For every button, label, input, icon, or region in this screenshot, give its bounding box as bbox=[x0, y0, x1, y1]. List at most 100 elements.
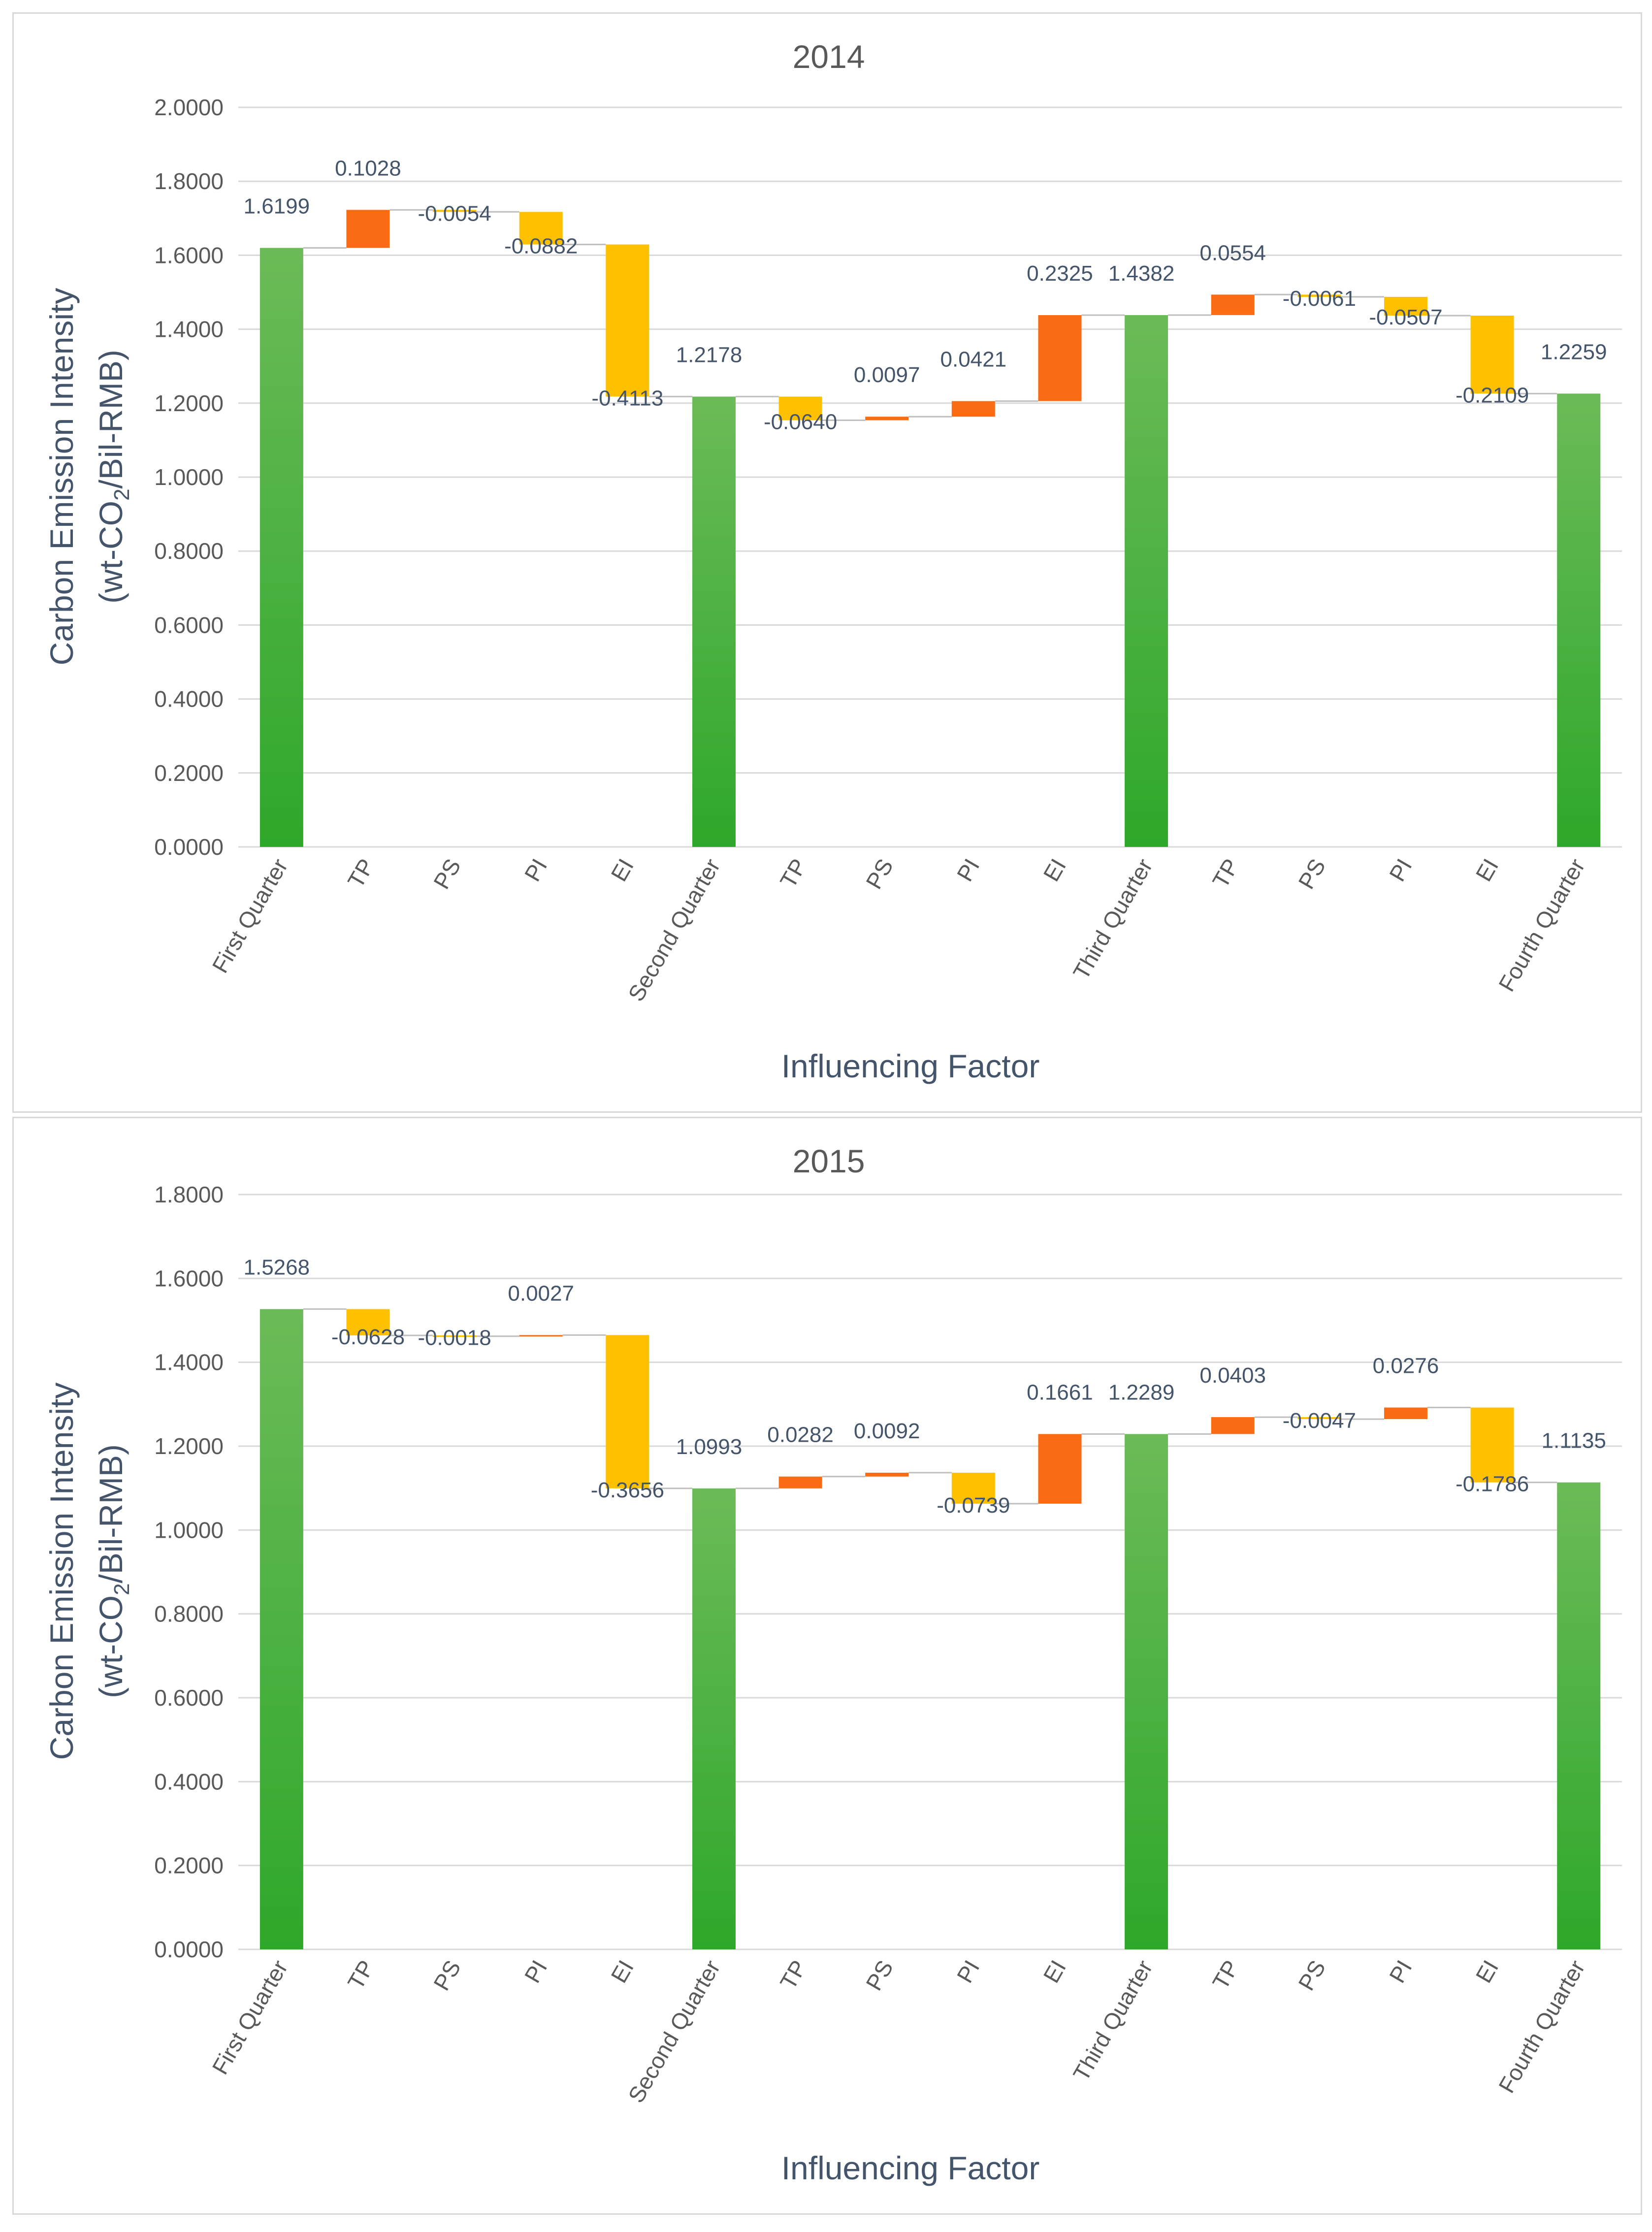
data-label: -0.0739 bbox=[937, 1493, 1010, 1518]
delta-bar-pi-13 bbox=[1384, 296, 1427, 316]
y-tick-label: 0.8000 bbox=[154, 538, 224, 564]
y-axis-title-suffix: /Bil-RMB) bbox=[93, 350, 129, 488]
data-label: 1.2289 bbox=[1108, 1380, 1175, 1404]
delta-bar-ei-14 bbox=[1470, 1407, 1514, 1483]
x-category-label: TP bbox=[775, 1956, 811, 1994]
y-tick-label: 0.6000 bbox=[154, 1685, 224, 1711]
x-axis: First Quarter TP PS PI EI Second Quarter TP PS P… bbox=[207, 1956, 1589, 2107]
delta-bar-pi-3 bbox=[519, 212, 563, 245]
bars: 1.6199 0.1028 -0.0054 -0.0882 -0.4113 1.2178 -… bbox=[244, 156, 1607, 847]
total-bar-first-quarter-0 bbox=[259, 1309, 303, 1949]
delta-bar-ei-4 bbox=[606, 1335, 649, 1488]
x-category-label: TP bbox=[343, 854, 379, 892]
delta-bar-ps-12 bbox=[1297, 1417, 1341, 1420]
data-label: 0.0421 bbox=[940, 348, 1007, 372]
data-label: 1.2259 bbox=[1541, 340, 1607, 364]
y-axis: 0.0000 0.2000 0.4000 0.6000 0.8000 1.0000 1.20… bbox=[154, 95, 1622, 860]
y-tick-label: 1.4000 bbox=[154, 317, 224, 342]
x-category-label: PI bbox=[952, 854, 985, 886]
data-label: 1.6199 bbox=[244, 194, 310, 218]
x-category-label: PS bbox=[861, 1956, 898, 1995]
x-category-label: EI bbox=[1038, 1956, 1071, 1987]
delta-bar-ei-4 bbox=[606, 244, 649, 397]
y-axis-title-line2: (wt-CO2/Bil-RMB) bbox=[93, 1444, 134, 1698]
delta-bar-tp-11 bbox=[1211, 1417, 1255, 1434]
x-category-label: EI bbox=[1470, 854, 1503, 886]
data-label: -0.0640 bbox=[764, 410, 837, 434]
y-axis: 0.0000 0.2000 0.4000 0.6000 0.8000 1.0000 1.20… bbox=[154, 1182, 1622, 1962]
y-tick-label: 2.0000 bbox=[154, 95, 224, 120]
y-axis-title-suffix: /Bil-RMB) bbox=[93, 1444, 129, 1583]
data-label: 1.4382 bbox=[1108, 261, 1175, 286]
bars: 1.5268 -0.0628 -0.0018 0.0027 -0.3656 1.0993 0… bbox=[244, 1256, 1606, 1949]
chart-panel-2015: 2015 0.0000 0.2000 0.4000 0.6000 0.8000 1.0000… bbox=[12, 1117, 1642, 2215]
connectors bbox=[303, 1308, 1557, 1505]
y-tick-label: 1.2000 bbox=[154, 390, 224, 416]
x-category-label: PS bbox=[428, 854, 466, 893]
x-category-label: Third Quarter bbox=[1068, 854, 1158, 984]
y-axis-title-line2: (wt-CO2/Bil-RMB) bbox=[93, 350, 134, 604]
delta-bar-pi-8 bbox=[951, 1472, 995, 1504]
total-bar-third-quarter-10 bbox=[1125, 315, 1168, 847]
y-tick-label: 1.6000 bbox=[154, 1265, 224, 1291]
x-axis-title: Influencing Factor bbox=[781, 1048, 1040, 1084]
y-tick-label: 1.4000 bbox=[154, 1350, 224, 1375]
data-label: 0.0403 bbox=[1199, 1363, 1266, 1388]
y-axis-title-line1: Carbon Emission Intensity bbox=[43, 1383, 80, 1760]
y-tick-label: 0.0000 bbox=[154, 1937, 224, 1962]
x-category-label: PI bbox=[519, 1956, 552, 1987]
total-bar-third-quarter-10 bbox=[1125, 1434, 1168, 1949]
x-category-label: PS bbox=[1293, 1956, 1330, 1995]
y-tick-label: 0.0000 bbox=[154, 834, 224, 860]
x-category-label: TP bbox=[343, 1956, 379, 1994]
x-category-label: TP bbox=[775, 854, 811, 892]
y-tick-label: 0.2000 bbox=[154, 760, 224, 786]
data-label: -0.0882 bbox=[504, 234, 578, 259]
x-category-label: EI bbox=[1038, 854, 1071, 886]
data-label: 1.1135 bbox=[1542, 1429, 1606, 1453]
x-category-label: EI bbox=[1470, 1956, 1503, 1987]
y-tick-label: 0.4000 bbox=[154, 1769, 224, 1794]
delta-bar-ei-9 bbox=[1038, 1434, 1082, 1504]
y-tick-label: 1.0000 bbox=[154, 464, 224, 490]
x-category-label: Fourth Quarter bbox=[1493, 854, 1590, 996]
data-label: -0.0061 bbox=[1283, 287, 1356, 311]
data-label: 0.1661 bbox=[1027, 1380, 1093, 1404]
delta-bar-tp-1 bbox=[346, 1309, 390, 1336]
delta-bar-ps-2 bbox=[433, 210, 477, 212]
data-label: 0.2325 bbox=[1027, 261, 1093, 286]
delta-bar-ei-9 bbox=[1038, 315, 1082, 401]
y-tick-label: 0.2000 bbox=[154, 1853, 224, 1878]
data-label: 0.0027 bbox=[508, 1281, 574, 1305]
x-category-label: PS bbox=[1293, 854, 1330, 893]
y-axis-title-prefix: (wt-CO bbox=[93, 501, 129, 604]
y-axis-title-subscript: 2 bbox=[110, 488, 134, 500]
data-label: -0.4113 bbox=[591, 386, 663, 410]
data-label: 0.0282 bbox=[767, 1423, 834, 1447]
chart-panel-2014: 2014 0.0000 0.2000 0.4000 0.6000 0.8000 1.0000… bbox=[12, 12, 1642, 1113]
x-category-label: PI bbox=[519, 854, 552, 886]
x-category-label: Second Quarter bbox=[623, 1956, 725, 2107]
data-label: 0.0276 bbox=[1373, 1354, 1439, 1378]
data-label: 0.1028 bbox=[335, 156, 401, 180]
chart-title: 2014 bbox=[793, 38, 865, 75]
x-category-label: Fourth Quarter bbox=[1493, 1956, 1590, 2097]
x-category-label: First Quarter bbox=[207, 1956, 292, 2079]
x-category-label: Third Quarter bbox=[1068, 1956, 1158, 2085]
x-category-label: EI bbox=[606, 854, 639, 886]
x-category-label: PI bbox=[1384, 1956, 1417, 1987]
delta-bar-ps-7 bbox=[865, 1472, 909, 1477]
y-tick-label: 1.0000 bbox=[154, 1517, 224, 1543]
total-bar-fourth-quarter-15 bbox=[1557, 393, 1601, 847]
y-tick-label: 0.6000 bbox=[154, 612, 224, 638]
x-category-label: TP bbox=[1207, 854, 1244, 892]
delta-bar-ps-7 bbox=[865, 417, 909, 421]
data-label: -0.0047 bbox=[1283, 1409, 1356, 1433]
data-label: 1.0993 bbox=[676, 1435, 743, 1459]
data-label: -0.0628 bbox=[331, 1325, 405, 1349]
data-label: -0.0018 bbox=[418, 1326, 491, 1350]
y-tick-label: 1.8000 bbox=[154, 168, 224, 194]
total-bar-second-quarter-5 bbox=[692, 1488, 736, 1949]
total-bar-second-quarter-5 bbox=[692, 396, 736, 847]
chart-title: 2015 bbox=[793, 1143, 865, 1179]
